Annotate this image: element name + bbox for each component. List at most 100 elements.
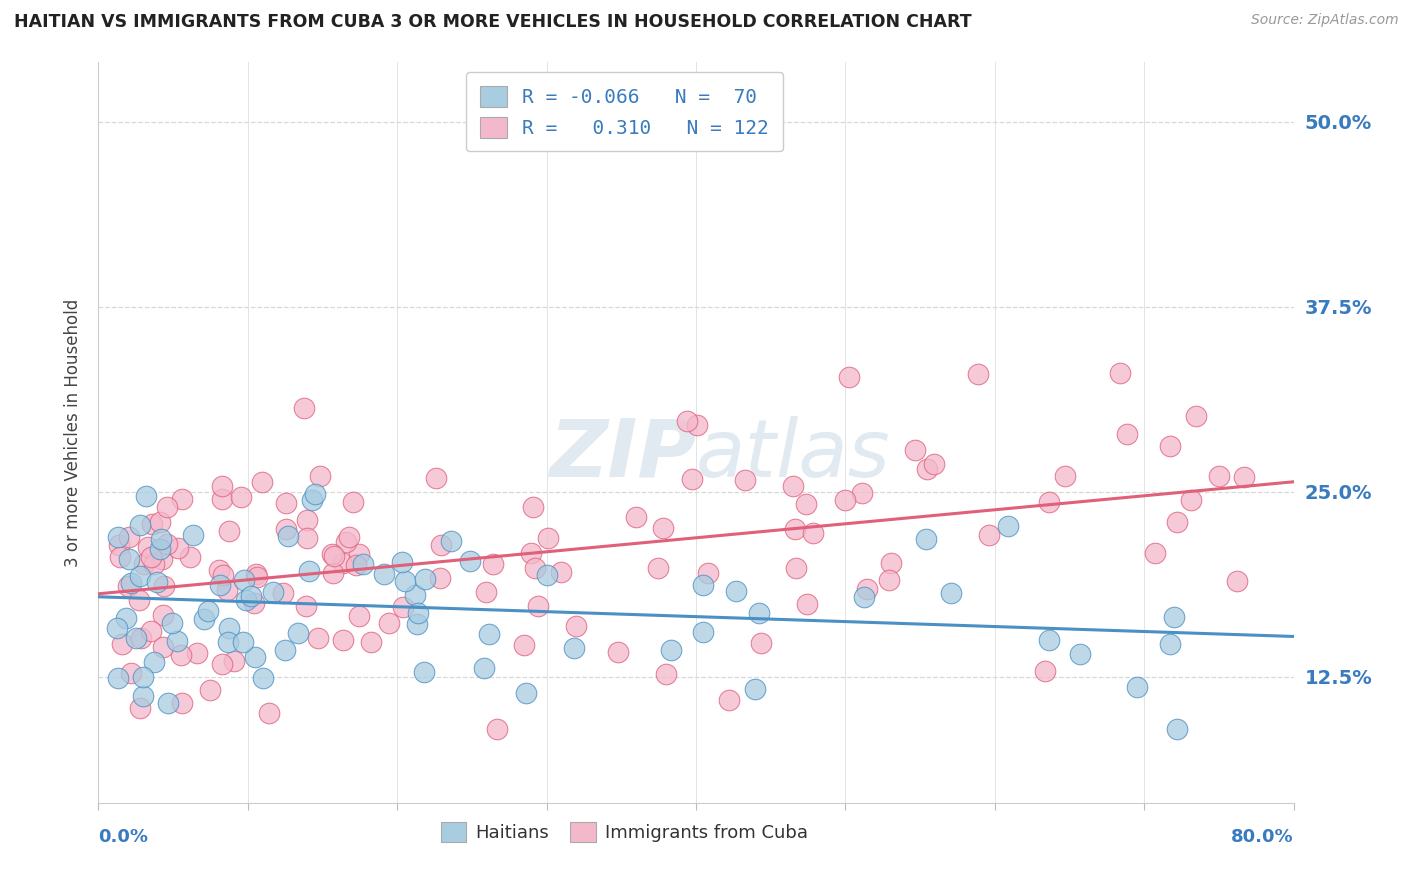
- Point: [406, 606, 429, 620]
- Point: [537, 532, 560, 546]
- Point: [391, 555, 413, 569]
- Point: [801, 525, 824, 540]
- Point: [129, 517, 152, 532]
- Point: [335, 535, 357, 549]
- Point: [235, 593, 257, 607]
- Point: [152, 607, 174, 622]
- Point: [659, 643, 682, 657]
- Point: [458, 554, 481, 568]
- Point: [904, 443, 927, 458]
- Point: [132, 557, 155, 571]
- Point: [785, 522, 807, 536]
- Point: [170, 697, 193, 711]
- Point: [186, 646, 208, 660]
- Point: [1116, 427, 1139, 442]
- Point: [115, 611, 138, 625]
- Point: [217, 635, 239, 649]
- Point: [129, 701, 152, 715]
- Point: [1185, 409, 1208, 424]
- Point: [1038, 495, 1060, 509]
- Point: [785, 560, 807, 574]
- Point: [193, 612, 215, 626]
- Text: ZIP: ZIP: [548, 416, 696, 494]
- Point: [307, 631, 329, 645]
- Point: [212, 567, 235, 582]
- Point: [378, 616, 401, 631]
- Point: [681, 472, 703, 486]
- Point: [1166, 723, 1188, 737]
- Point: [198, 682, 221, 697]
- Point: [373, 566, 395, 581]
- Point: [166, 634, 188, 648]
- Point: [347, 548, 370, 562]
- Point: [1159, 637, 1181, 651]
- Point: [513, 639, 536, 653]
- Point: [150, 552, 173, 566]
- Point: [856, 582, 879, 597]
- Point: [232, 635, 254, 649]
- Point: [652, 521, 675, 535]
- Point: [128, 568, 150, 582]
- Point: [111, 637, 134, 651]
- Y-axis label: 3 or more Vehicles in Household: 3 or more Vehicles in Household: [63, 299, 82, 566]
- Point: [1166, 515, 1188, 529]
- Point: [425, 471, 447, 485]
- Point: [522, 500, 544, 515]
- Point: [520, 546, 543, 560]
- Text: 80.0%: 80.0%: [1230, 828, 1294, 846]
- Point: [734, 473, 756, 487]
- Point: [565, 618, 588, 632]
- Point: [406, 617, 429, 632]
- Point: [536, 567, 558, 582]
- Point: [527, 599, 550, 613]
- Text: HAITIAN VS IMMIGRANTS FROM CUBA 3 OR MORE VEHICLES IN HOUSEHOLD CORRELATION CHAR: HAITIAN VS IMMIGRANTS FROM CUBA 3 OR MOR…: [14, 13, 972, 31]
- Point: [145, 575, 167, 590]
- Point: [1126, 681, 1149, 695]
- Point: [647, 560, 669, 574]
- Point: [105, 621, 128, 635]
- Point: [218, 621, 240, 635]
- Point: [1163, 609, 1185, 624]
- Point: [323, 549, 346, 563]
- Point: [136, 540, 159, 554]
- Point: [233, 573, 256, 587]
- Point: [880, 556, 903, 570]
- Point: [108, 537, 131, 551]
- Point: [259, 706, 281, 720]
- Point: [332, 632, 354, 647]
- Point: [245, 567, 267, 582]
- Point: [211, 479, 233, 493]
- Point: [415, 572, 437, 586]
- Point: [515, 686, 537, 700]
- Point: [322, 566, 344, 581]
- Point: [298, 564, 321, 578]
- Point: [156, 696, 179, 710]
- Point: [1109, 366, 1132, 380]
- Point: [252, 671, 274, 685]
- Point: [1208, 468, 1230, 483]
- Point: [404, 588, 426, 602]
- Point: [606, 645, 628, 659]
- Point: [125, 631, 148, 645]
- Point: [915, 462, 938, 476]
- Point: [108, 549, 131, 564]
- Point: [120, 576, 142, 591]
- Point: [794, 497, 817, 511]
- Point: [485, 722, 508, 736]
- Point: [1038, 633, 1060, 648]
- Point: [550, 566, 572, 580]
- Point: [141, 517, 163, 532]
- Point: [852, 590, 875, 604]
- Point: [143, 557, 166, 571]
- Point: [277, 529, 299, 543]
- Point: [292, 401, 315, 416]
- Point: [472, 660, 495, 674]
- Point: [139, 549, 162, 564]
- Point: [117, 579, 139, 593]
- Point: [696, 566, 718, 581]
- Point: [218, 524, 240, 538]
- Point: [139, 624, 162, 639]
- Point: [243, 596, 266, 610]
- Point: [107, 530, 129, 544]
- Point: [243, 650, 266, 665]
